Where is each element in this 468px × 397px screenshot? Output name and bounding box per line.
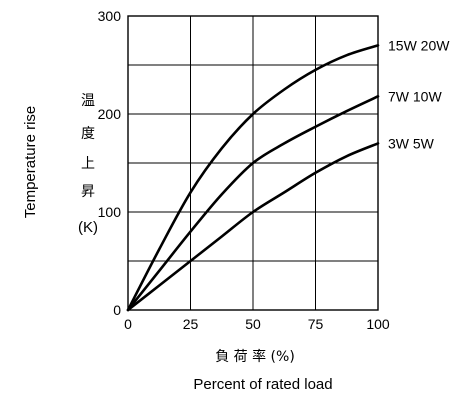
- y-axis-label-jp-char: 度: [81, 126, 95, 142]
- series-label-1: 7W 10W: [388, 88, 442, 104]
- y-tick-label: 0: [113, 302, 121, 318]
- y-axis-label-jp-char: 昇: [81, 184, 95, 200]
- series-line-0: [126, 44, 380, 312]
- y-axis-unit: (K): [78, 219, 98, 236]
- plot-frame: [127, 15, 379, 311]
- series-label-0: 15W 20W: [388, 37, 450, 53]
- x-tick-labels: 0 25 50 75 100: [124, 316, 390, 332]
- series-label-2: 3W 5W: [388, 135, 435, 151]
- series-labels: 15W 20W 7W 10W 3W 5W: [388, 37, 450, 151]
- y-tick-label: 200: [98, 106, 122, 122]
- series-lines: [126, 44, 380, 312]
- y-tick-label: 100: [98, 204, 122, 220]
- series-line-1: [126, 95, 380, 312]
- plot-border: [127, 15, 379, 311]
- x-tick-label: 0: [124, 316, 132, 332]
- y-tick-label: 300: [98, 8, 122, 24]
- x-tick-label: 25: [183, 316, 199, 332]
- x-axis-label: Percent of rated load: [193, 376, 332, 393]
- series-line-2: [126, 142, 380, 312]
- y-axis-label-jp: 温 度 上 昇: [81, 93, 95, 200]
- x-tick-label: 75: [308, 316, 324, 332]
- y-tick-labels: 0 100 200 300: [98, 8, 122, 318]
- y-axis-label-jp-char: 温: [81, 93, 95, 109]
- x-axis-label-jp: 負 荷 率 (%): [215, 348, 295, 365]
- x-tick-label: 50: [245, 316, 261, 332]
- y-axis-label-jp-char: 上: [81, 156, 95, 172]
- x-tick-label: 100: [366, 316, 390, 332]
- y-axis-label: Temperature rise: [22, 106, 39, 219]
